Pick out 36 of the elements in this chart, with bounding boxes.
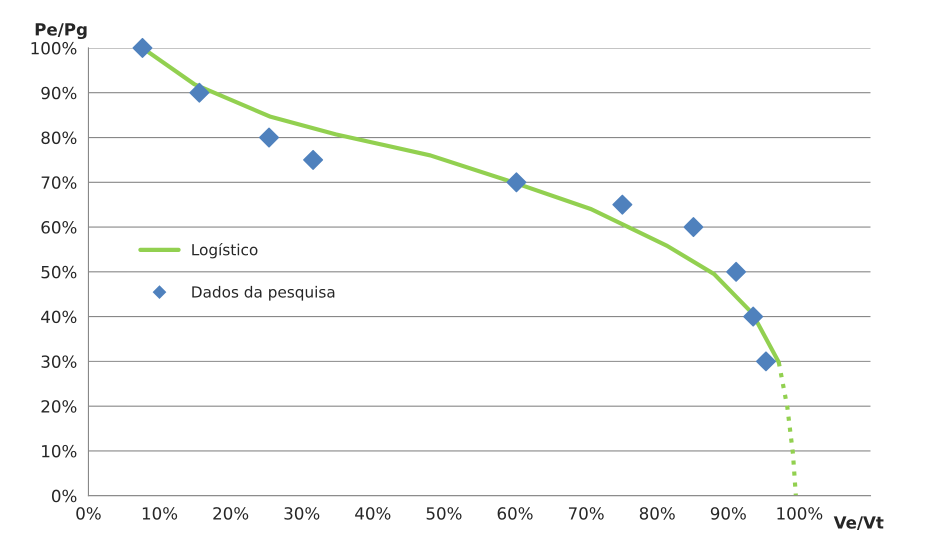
y-tick-label: 70%	[42, 176, 76, 189]
x-tick-label: 50%	[426, 507, 462, 520]
x-tick-label: 90%	[710, 507, 746, 520]
point	[683, 217, 704, 238]
y-tick-label: 40%	[41, 310, 76, 324]
x-tick-label: 80%	[640, 507, 675, 520]
point	[726, 262, 746, 282]
x-tick-label: 10%	[142, 507, 178, 520]
x-tick-label: 40%	[355, 507, 390, 520]
y-tick-label: 10%	[42, 444, 76, 458]
y-tick-label: 90%	[41, 86, 76, 100]
legend-label: Logístico	[192, 242, 258, 258]
y-tick-label: 80%	[41, 131, 76, 144]
x-tick-label: 100%	[777, 507, 822, 520]
point	[612, 194, 632, 215]
x-tick-label: 0%	[76, 507, 101, 520]
y-axis-title: Pe/Pg	[36, 23, 87, 40]
y-tick-label: 100%	[32, 42, 76, 55]
y-tick-label: 60%	[41, 221, 76, 234]
point	[506, 172, 526, 192]
point	[132, 38, 152, 58]
x-axis-title: Ve/Vt	[834, 516, 884, 530]
x-tick-label: 20%	[213, 507, 248, 520]
y-tick-label: 30%	[42, 355, 76, 368]
point	[743, 306, 764, 327]
point	[189, 82, 210, 103]
y-tick-label: 0%	[52, 490, 76, 502]
point	[756, 351, 776, 372]
y-tick-label: 20%	[42, 400, 76, 413]
point	[303, 150, 324, 170]
legend-label: Dados da pesquisa	[192, 286, 334, 301]
x-tick-label: 60%	[498, 507, 533, 520]
point	[259, 128, 280, 148]
x-tick-label: 70%	[568, 507, 604, 520]
y-tick-label: 50%	[42, 266, 76, 278]
x-tick-label: 30%	[284, 507, 320, 520]
